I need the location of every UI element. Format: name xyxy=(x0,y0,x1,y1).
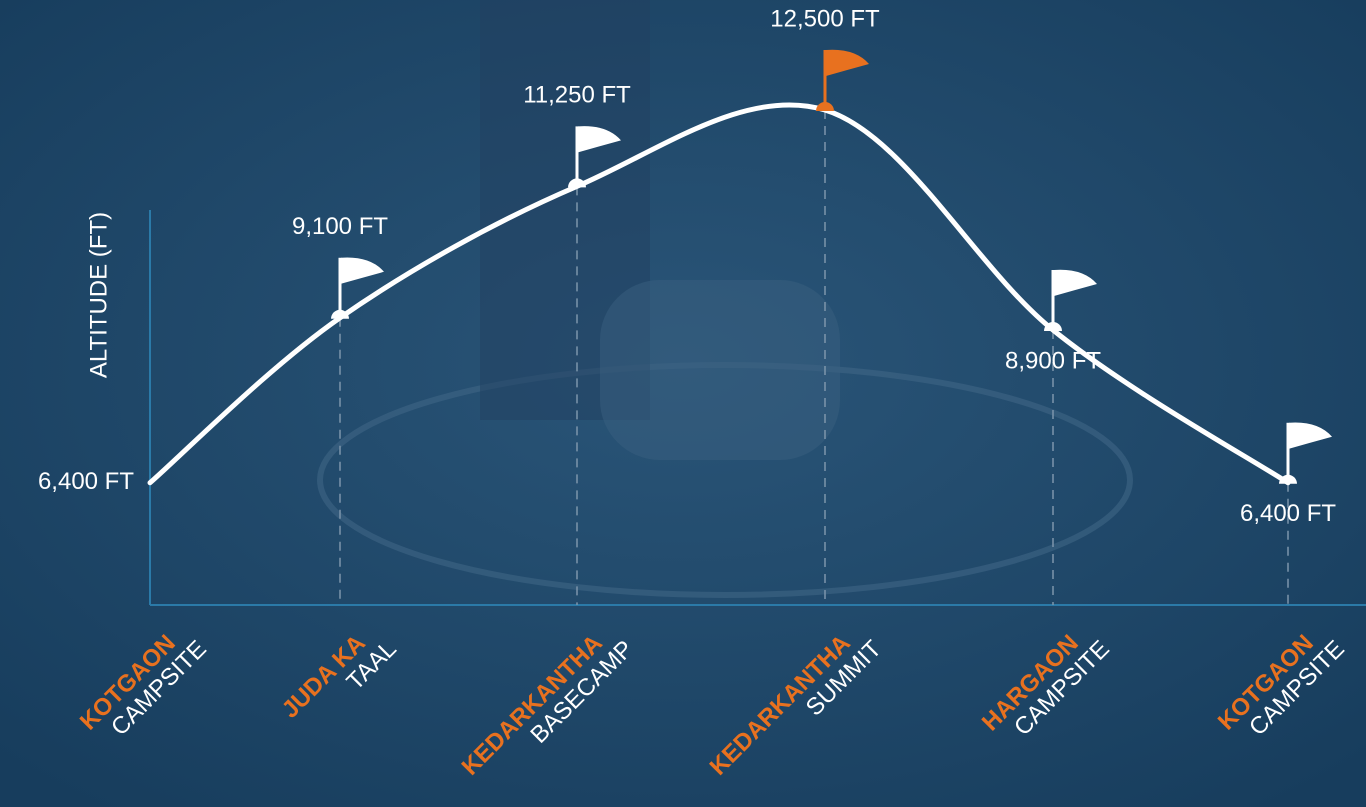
value-label: 6,400 FT xyxy=(38,468,134,495)
y-axis-label: ALTITUDE (FT) xyxy=(85,212,112,378)
flag xyxy=(826,49,869,76)
flag xyxy=(341,257,384,284)
value-label: 9,100 FT xyxy=(292,213,388,240)
value-label: 12,500 FT xyxy=(770,5,880,32)
value-label: 11,250 FT xyxy=(523,82,631,109)
flag xyxy=(1054,269,1097,296)
altitude-line xyxy=(147,102,1291,486)
flag xyxy=(578,126,621,153)
flag xyxy=(1289,422,1332,449)
decor-rock xyxy=(600,280,840,460)
point xyxy=(148,480,152,485)
value-label: 6,400 FT xyxy=(1240,500,1336,527)
value-label: 8,900 FT xyxy=(1005,347,1101,374)
